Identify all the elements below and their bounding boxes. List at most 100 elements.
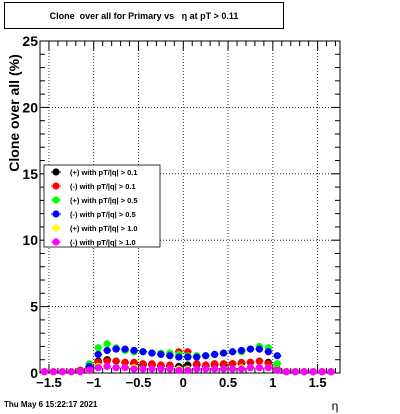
data-point — [282, 368, 290, 376]
data-point — [139, 360, 147, 368]
data-point — [94, 364, 102, 372]
data-point — [318, 368, 326, 376]
x-tick-label: 1.5 — [309, 375, 327, 390]
data-point — [211, 360, 219, 368]
x-axis-label: η — [332, 399, 339, 413]
data-point — [121, 364, 129, 372]
data-point — [49, 368, 58, 376]
data-point — [94, 344, 102, 352]
data-point — [219, 365, 228, 373]
data-point — [246, 358, 255, 366]
legend-label: (-) with pT/|q| > 1.0 — [70, 238, 136, 247]
x-tick-label: −1.5 — [36, 375, 62, 390]
x-tick-label: 0.5 — [219, 375, 237, 390]
data-point — [166, 365, 174, 373]
data-point — [103, 340, 111, 348]
data-point — [103, 362, 111, 370]
legend-label: (+) with pT/|q| > 1.0 — [70, 224, 138, 233]
data-point — [148, 360, 156, 368]
y-tick-label: 10 — [22, 232, 38, 248]
x-tick-label: 0 — [180, 375, 187, 390]
data-point — [112, 357, 120, 365]
data-point — [202, 365, 210, 373]
data-point — [139, 365, 147, 373]
data-point — [175, 353, 183, 361]
data-point — [103, 346, 111, 355]
legend: (+) with pT/|q| > 0.1 (-) with pT/|q| > 0… — [43, 164, 161, 248]
legend-marker — [52, 168, 60, 176]
legend-label: (+) with pT/|q| > 0.5 — [70, 196, 138, 205]
data-point — [202, 352, 210, 360]
data-point — [112, 364, 120, 372]
data-point — [264, 364, 272, 372]
data-point — [291, 368, 299, 376]
data-point — [148, 365, 156, 373]
data-point — [184, 366, 192, 374]
data-point — [228, 360, 237, 368]
data-point — [94, 350, 102, 359]
data-point — [148, 349, 156, 357]
data-point — [273, 366, 281, 374]
x-tick-label: 1 — [269, 375, 276, 390]
data-point — [228, 348, 237, 356]
y-tick-label: 25 — [22, 33, 38, 49]
data-point — [237, 346, 246, 355]
data-point — [166, 352, 174, 360]
data-point — [246, 345, 255, 353]
legend-marker — [52, 196, 60, 204]
data-point — [40, 368, 49, 376]
data-point — [219, 360, 228, 368]
data-point — [130, 365, 138, 373]
data-point — [193, 353, 201, 361]
data-point — [184, 353, 192, 361]
data-point — [112, 345, 120, 353]
data-point — [121, 345, 129, 353]
data-point — [219, 349, 228, 357]
data-point — [273, 360, 281, 368]
y-tick-label: 20 — [22, 99, 38, 115]
data-point — [237, 365, 246, 373]
data-point — [193, 365, 201, 373]
y-tick-label: 0 — [30, 365, 38, 381]
legend-marker — [52, 182, 60, 190]
data-point — [273, 352, 281, 360]
data-point — [327, 368, 335, 376]
data-point — [175, 366, 183, 374]
legend-label: (-) with pT/|q| > 0.5 — [70, 210, 136, 219]
data-point — [157, 365, 165, 373]
series-group — [40, 362, 336, 376]
data-point — [264, 348, 272, 356]
data-point — [228, 365, 237, 373]
data-point — [130, 358, 138, 366]
data-point — [237, 358, 246, 366]
data-points — [40, 340, 336, 376]
x-tick-label: −1 — [86, 375, 101, 390]
timestamp: Thu May 6 15:22:17 2021 — [4, 400, 98, 409]
data-point — [121, 358, 129, 366]
data-point — [139, 348, 147, 356]
data-point — [76, 368, 84, 376]
legend-label: (-) with pT/|q| > 0.1 — [70, 182, 136, 191]
data-point — [85, 366, 93, 374]
legend-marker — [52, 238, 60, 246]
data-point — [255, 345, 264, 353]
chart-title-box: Clone over all for Primary vs η at pT > … — [4, 2, 284, 29]
data-point — [157, 350, 165, 359]
y-axis-label: Clone over all (%) — [6, 54, 22, 171]
y-tick-label: 15 — [22, 166, 38, 182]
data-point — [67, 368, 75, 376]
y-tick-label: 5 — [30, 299, 38, 315]
data-point — [130, 346, 138, 355]
data-point — [300, 368, 308, 376]
data-point — [211, 350, 219, 359]
data-point — [246, 364, 255, 372]
x-tick-label: −0.5 — [126, 375, 152, 390]
legend-box — [43, 164, 161, 248]
axis-ticks: −1.5 −1 −0.5 0 0.5 1 1.5 0 5 10 15 20 25 — [22, 33, 340, 390]
chart-title: Clone over all for Primary vs η at pT > … — [49, 10, 239, 21]
data-point — [255, 357, 264, 365]
data-point — [58, 368, 66, 376]
data-point — [103, 357, 111, 365]
